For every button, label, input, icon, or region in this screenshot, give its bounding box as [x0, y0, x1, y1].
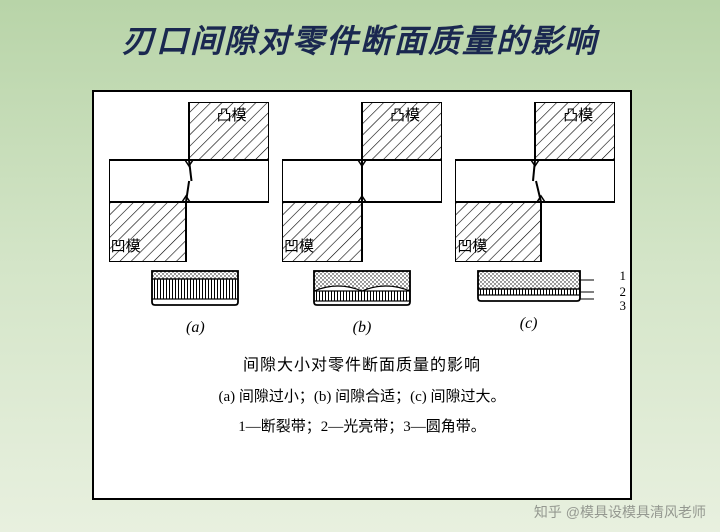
- piece-a-label: (a): [120, 319, 270, 337]
- diagram-c: 凸模凹模: [455, 102, 615, 262]
- piece-c-svg: [454, 267, 604, 309]
- page-title: 刃口间隙对零件断面质量的影响: [0, 0, 720, 62]
- die-label: 凹模: [457, 235, 487, 256]
- caption-line2: (a) 间隙过小；(b) 间隙合适；(c) 间隙过大。: [104, 382, 620, 412]
- die-label: 凹模: [111, 235, 141, 256]
- piece-b: (b): [287, 267, 437, 337]
- caption-line3: 1—断裂带；2—光亮带；3—圆角带。: [104, 412, 620, 442]
- zone-number-1: 1: [620, 268, 627, 284]
- watermark: 知乎 @模具设模具清风老师: [534, 502, 706, 522]
- zone-number-3: 3: [620, 298, 627, 314]
- piece-a-svg: [120, 267, 270, 313]
- die-label: 凹模: [284, 235, 314, 256]
- figure-panel: 凸模凹模 凸模凹模 凸模凹模 (a) (b): [92, 90, 632, 500]
- diagram-row: 凸模凹模 凸模凹模 凸模凹模: [94, 92, 630, 262]
- caption-block: 间隙大小对零件断面质量的影响 (a) 间隙过小；(b) 间隙合适；(c) 间隙过…: [94, 342, 630, 442]
- piece-b-svg: [287, 267, 437, 313]
- piece-row: (a) (b) (c) 1 2 3: [94, 262, 630, 342]
- diagram-b: 凸模凹模: [282, 102, 442, 262]
- piece-c: (c): [454, 267, 604, 337]
- punch-label: 凸模: [217, 104, 247, 125]
- punch-label: 凸模: [563, 104, 593, 125]
- piece-c-label: (c): [454, 315, 604, 333]
- piece-b-label: (b): [287, 319, 437, 337]
- diagram-a: 凸模凹模: [109, 102, 269, 262]
- piece-a: (a): [120, 267, 270, 337]
- punch-label: 凸模: [390, 104, 420, 125]
- caption-main: 间隙大小对零件断面质量的影响: [104, 350, 620, 382]
